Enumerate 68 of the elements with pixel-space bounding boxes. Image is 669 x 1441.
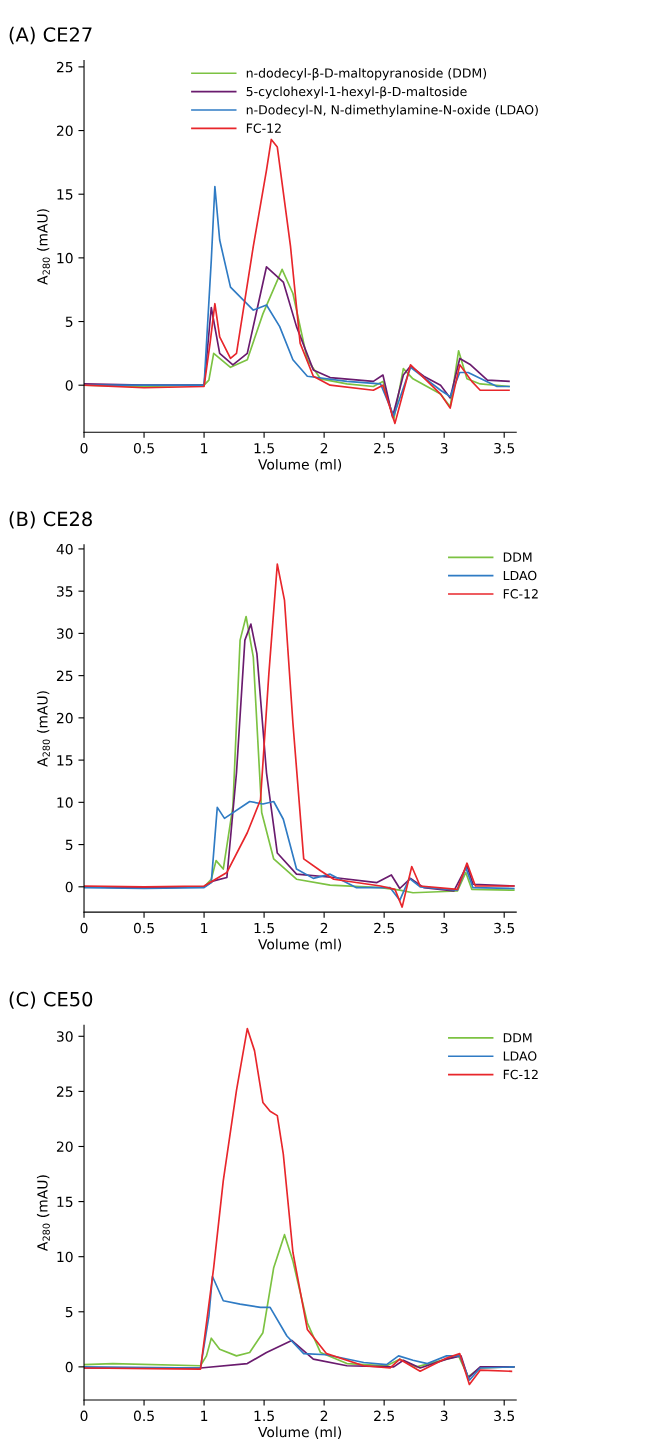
y-tick-label: 5 (65, 839, 73, 851)
x-tick-label: 0 (80, 922, 88, 934)
y-tick-label: 20 (56, 712, 73, 724)
x-tick-label: 1 (201, 923, 208, 934)
legend-label: DDM (503, 552, 532, 562)
y-tick-label: 5 (65, 1306, 73, 1318)
chart-title: (B) CE28 (9, 511, 92, 529)
legend-label: LDAO (503, 1051, 537, 1061)
line-series (84, 1275, 515, 1381)
chart-title: (A) CE27 (9, 26, 92, 45)
x-tick-label: 3 (440, 922, 448, 934)
y-tick-label: 20 (56, 1141, 73, 1152)
legend-label: 5-cyclohexyl-1-hexyl-β-D-maltoside (246, 86, 467, 99)
y-tick-label: 5 (65, 316, 73, 327)
chart-title: (C) CE50 (9, 991, 93, 1009)
x-tick-label: 0 (80, 1410, 88, 1422)
y-tick-label: 0 (65, 881, 73, 893)
x-tick-label: 0.5 (133, 442, 154, 454)
x-axis-title: Volume (ml) (258, 458, 342, 472)
y-tick-label: 25 (56, 670, 73, 682)
legend-label: DDM (503, 1033, 532, 1043)
y-tick-label: 10 (57, 252, 73, 264)
x-tick-label: 3.5 (494, 442, 515, 454)
x-tick-label: 0.5 (133, 922, 154, 934)
y-tick-label: 10 (57, 1251, 73, 1263)
x-tick-label: 1.5 (254, 923, 274, 934)
x-tick-label: 2.5 (374, 442, 394, 454)
y-tick-label: 25 (56, 1086, 73, 1097)
y-tick-label: 40 (56, 543, 73, 555)
y-tick-label: 15 (57, 755, 73, 766)
x-tick-label: 1 (201, 1410, 208, 1421)
x-tick-label: 2 (320, 1410, 328, 1421)
y-tick-label: 20 (56, 125, 73, 137)
x-tick-label: 3.5 (494, 1410, 515, 1422)
y-tick-label: 15 (57, 1196, 73, 1208)
legend-label: LDAO (503, 570, 537, 581)
legend-label: FC-12 (503, 1069, 538, 1080)
y-tick-label: 35 (57, 586, 73, 597)
x-tick-label: 1.5 (254, 1410, 274, 1422)
y-axis-title: A$_{280}$ (mAU) (36, 1175, 50, 1252)
x-tick-label: 3 (440, 1410, 448, 1422)
y-tick-label: 30 (57, 628, 73, 639)
line-series (84, 800, 515, 902)
x-tick-label: 2.5 (374, 922, 394, 934)
x-tick-label: 3.5 (494, 922, 515, 934)
x-tick-label: 1.5 (254, 443, 274, 454)
y-tick-label: 25 (56, 61, 73, 73)
y-axis-title: A$_{280}$ (mAU) (36, 691, 50, 767)
y-tick-label: 10 (57, 797, 73, 808)
line-series (84, 138, 510, 425)
legend-label: n-Dodecyl-N, N-dimethylamine-N-oxide (LDAO) (246, 104, 538, 117)
x-tick-label: 3 (440, 442, 448, 454)
x-tick-label: 2 (320, 922, 328, 934)
legend-label: n-dodecyl-β-D-maltopyranoside (DDM) (246, 68, 487, 81)
x-axis-title: Volume (ml) (258, 938, 342, 952)
x-tick-label: 2.5 (374, 1410, 394, 1422)
y-axis-title: A$_{280}$ (mAU) (36, 209, 50, 285)
y-tick-label: 0 (65, 1361, 73, 1373)
legend-label: FC-12 (246, 123, 281, 133)
y-tick-label: 30 (57, 1031, 73, 1042)
legend-label: FC-12 (503, 589, 538, 599)
x-axis-title: Volume (ml) (258, 1426, 342, 1439)
x-tick-label: 2 (320, 442, 328, 454)
x-tick-label: 0 (80, 442, 88, 454)
y-tick-label: 15 (57, 189, 73, 200)
y-tick-label: 0 (65, 380, 73, 391)
x-tick-label: 0.5 (133, 1410, 154, 1422)
x-tick-label: 1 (201, 443, 208, 454)
